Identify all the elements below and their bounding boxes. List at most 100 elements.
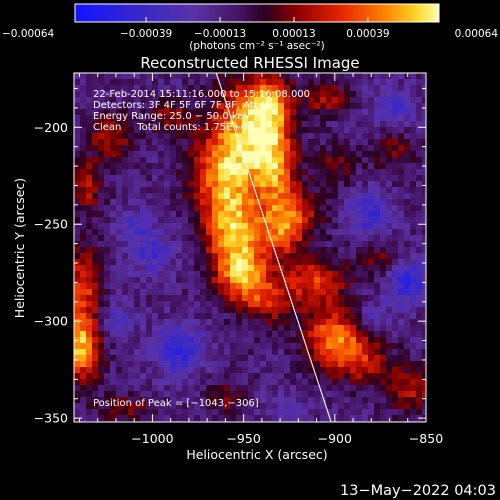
heatmap-cell bbox=[302, 85, 309, 92]
heatmap-cell bbox=[296, 193, 303, 200]
heatmap-cell bbox=[158, 361, 165, 368]
heatmap-cell bbox=[86, 187, 93, 194]
heatmap-cell bbox=[350, 235, 357, 242]
heatmap-cell bbox=[128, 103, 135, 110]
heatmap-cell bbox=[206, 259, 213, 266]
heatmap-cell bbox=[182, 223, 189, 230]
heatmap-cell bbox=[170, 337, 177, 344]
heatmap-cell bbox=[380, 79, 387, 86]
heatmap-cell bbox=[290, 187, 297, 194]
heatmap-cell bbox=[260, 325, 267, 332]
heatmap-cell bbox=[104, 229, 111, 236]
heatmap-cell bbox=[212, 337, 219, 344]
heatmap-cell bbox=[98, 367, 105, 374]
heatmap-cell bbox=[200, 361, 207, 368]
heatmap-cell bbox=[332, 265, 339, 272]
heatmap-cell bbox=[344, 169, 351, 176]
heatmap-cell bbox=[266, 265, 273, 272]
heatmap-cell bbox=[86, 205, 93, 212]
heatmap-cell bbox=[200, 247, 207, 254]
heatmap-cell bbox=[422, 181, 426, 188]
heatmap-cell bbox=[110, 247, 117, 254]
heatmap-cell bbox=[194, 103, 201, 110]
heatmap-cell bbox=[416, 139, 423, 146]
heatmap-cell bbox=[110, 91, 117, 98]
heatmap-cell bbox=[146, 403, 153, 410]
heatmap-cell bbox=[74, 319, 81, 326]
heatmap-cell bbox=[248, 307, 255, 314]
heatmap-cell bbox=[422, 283, 426, 290]
heatmap-cell bbox=[350, 319, 357, 326]
heatmap-cell bbox=[308, 181, 315, 188]
heatmap-cell bbox=[218, 325, 225, 332]
heatmap-cell bbox=[404, 91, 411, 98]
heatmap-cell bbox=[134, 367, 141, 374]
heatmap-cell bbox=[278, 91, 285, 98]
heatmap-cell bbox=[368, 211, 375, 218]
heatmap-cell bbox=[158, 193, 165, 200]
heatmap-cell bbox=[350, 157, 357, 164]
heatmap-cell bbox=[188, 241, 195, 248]
heatmap-cell bbox=[128, 115, 135, 122]
heatmap-cell bbox=[224, 133, 231, 140]
heatmap-cell bbox=[158, 367, 165, 374]
heatmap-cell bbox=[140, 265, 147, 272]
heatmap-cell bbox=[344, 73, 351, 80]
heatmap-cell bbox=[200, 307, 207, 314]
heatmap-cell bbox=[422, 217, 426, 224]
heatmap-cell bbox=[398, 193, 405, 200]
heatmap-cell bbox=[170, 403, 177, 410]
heatmap-cell bbox=[92, 97, 99, 104]
heatmap-cell bbox=[296, 319, 303, 326]
heatmap-cell bbox=[176, 391, 183, 398]
heatmap-cell bbox=[404, 103, 411, 110]
heatmap-cell bbox=[272, 211, 279, 218]
heatmap-cell bbox=[194, 325, 201, 332]
heatmap-cell bbox=[326, 289, 333, 296]
heatmap-cell bbox=[254, 337, 261, 344]
heatmap-cell bbox=[182, 139, 189, 146]
heatmap-cell bbox=[338, 265, 345, 272]
heatmap-cell bbox=[230, 205, 237, 212]
heatmap-cell bbox=[134, 313, 141, 320]
heatmap-cell bbox=[230, 343, 237, 350]
heatmap-cell bbox=[332, 181, 339, 188]
heatmap-cell bbox=[308, 307, 315, 314]
heatmap-cell bbox=[212, 163, 219, 170]
heatmap-cell bbox=[296, 199, 303, 206]
heatmap-cell bbox=[260, 145, 267, 152]
heatmap-cell bbox=[254, 199, 261, 206]
heatmap-cell bbox=[272, 157, 279, 164]
heatmap-cell bbox=[296, 373, 303, 380]
heatmap-cell bbox=[368, 115, 375, 122]
heatmap-cell bbox=[98, 253, 105, 260]
heatmap-cell bbox=[338, 181, 345, 188]
heatmap-cell bbox=[164, 169, 171, 176]
heatmap-cell bbox=[320, 115, 327, 122]
heatmap-cell bbox=[320, 295, 327, 302]
heatmap-cell bbox=[98, 181, 105, 188]
heatmap-cell bbox=[368, 109, 375, 116]
heatmap-cell bbox=[140, 121, 147, 128]
heatmap-cell bbox=[170, 325, 177, 332]
heatmap-cell bbox=[194, 97, 201, 104]
heatmap-cell bbox=[284, 175, 291, 182]
heatmap-cell bbox=[386, 313, 393, 320]
heatmap-cell bbox=[236, 337, 243, 344]
heatmap-cell bbox=[326, 211, 333, 218]
heatmap-cell bbox=[332, 133, 339, 140]
heatmap-cell bbox=[170, 253, 177, 260]
heatmap-cell bbox=[308, 337, 315, 344]
heatmap-cell bbox=[302, 385, 309, 392]
heatmap-cell bbox=[422, 271, 426, 278]
heatmap-cell bbox=[86, 397, 93, 404]
heatmap-cell bbox=[134, 205, 141, 212]
heatmap-cell bbox=[362, 223, 369, 230]
heatmap-cell bbox=[314, 103, 321, 110]
heatmap-cell bbox=[374, 253, 381, 260]
heatmap-cell bbox=[356, 409, 363, 416]
heatmap-cell bbox=[242, 127, 249, 134]
heatmap-cell bbox=[170, 199, 177, 206]
heatmap-cell bbox=[122, 265, 129, 272]
heatmap-cell bbox=[116, 163, 123, 170]
